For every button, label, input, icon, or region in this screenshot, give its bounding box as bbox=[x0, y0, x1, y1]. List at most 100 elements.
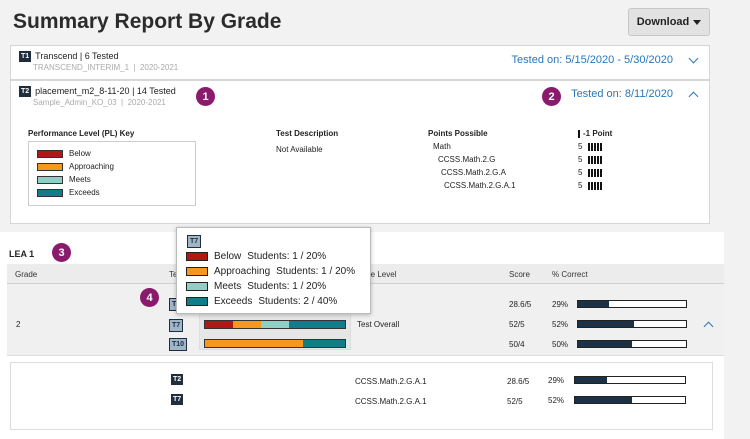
pl-item-below: Below bbox=[37, 149, 91, 158]
page-title: Summary Report By Grade bbox=[13, 10, 282, 33]
tooltip-level: Below bbox=[214, 251, 242, 262]
points-ticks bbox=[588, 156, 602, 164]
callout-2: 2 bbox=[542, 87, 561, 106]
pct-bar bbox=[577, 320, 687, 328]
pl-item-meets: Meets bbox=[37, 175, 91, 184]
header-test: Te bbox=[169, 270, 178, 279]
pct-value: 52% bbox=[552, 320, 569, 329]
test-badge-t10: T10 bbox=[169, 338, 188, 351]
header-level: re Level bbox=[368, 270, 397, 279]
test-row-t1[interactable]: T1 Transcend | 6 Tested TRANSCEND_INTERIM… bbox=[10, 45, 710, 80]
tooltip-level: Exceeds bbox=[214, 296, 253, 307]
pct-bar-fill bbox=[578, 321, 635, 327]
tooltip-level: Approaching bbox=[214, 266, 271, 277]
test-badge-t2: T2 bbox=[171, 374, 184, 385]
distribution-bar-t7[interactable] bbox=[204, 320, 346, 329]
test-year: 2020-2021 bbox=[127, 98, 166, 108]
tooltip-row-below: Below Students: 1 / 20% bbox=[186, 251, 326, 262]
lea-title: LEA 1 bbox=[9, 249, 35, 259]
points-item-label: Math bbox=[433, 142, 451, 151]
pl-label: Meets bbox=[69, 175, 91, 184]
pct-bar-fill bbox=[575, 397, 633, 403]
bar-exceeds bbox=[289, 321, 345, 328]
chevron-up-icon[interactable] bbox=[703, 321, 714, 332]
bar-meets bbox=[261, 321, 289, 328]
pct-bar bbox=[574, 376, 686, 384]
bar-approaching bbox=[233, 321, 261, 328]
caret-down-icon bbox=[693, 19, 702, 25]
test-code: TRANSCEND_INTERIM_1 bbox=[33, 63, 130, 73]
pl-label: Exceeds bbox=[69, 188, 100, 197]
bar-approaching bbox=[205, 340, 303, 347]
tested-on-date: Tested on: 5/15/2020 - 5/30/2020 bbox=[511, 54, 673, 66]
tooltip-students: Students: 1 / 20% bbox=[247, 281, 327, 292]
points-value: 5 bbox=[578, 168, 583, 177]
test-description-title: Test Description bbox=[276, 129, 339, 138]
score-value: 52/5 bbox=[509, 320, 525, 329]
point-tick-icon bbox=[578, 129, 580, 138]
pct-value: 50% bbox=[552, 340, 569, 349]
test-badge-t7: T7 bbox=[169, 319, 184, 332]
swatch bbox=[186, 252, 208, 261]
swatch bbox=[37, 149, 63, 158]
test-row-t2[interactable]: T2 placement_m2_8-11-20 | 14 Tested Sampl… bbox=[10, 80, 710, 113]
test-code: Sample_Admin_KO_03 bbox=[33, 98, 117, 108]
pl-item-approaching: Approaching bbox=[37, 162, 114, 171]
test-name: placement_m2_8-11-20 | 14 Tested bbox=[35, 86, 176, 96]
header-pct-correct: % Correct bbox=[552, 270, 588, 279]
pl-key-legend: Below Approaching Meets Exceeds bbox=[28, 141, 196, 206]
distribution-tooltip: T7 Below Students: 1 / 20% Approaching S… bbox=[176, 227, 371, 314]
test-description-value: Not Available bbox=[276, 145, 323, 154]
test-year: 2020-2021 bbox=[139, 63, 179, 73]
distribution-bar-t10[interactable] bbox=[204, 339, 346, 348]
score-value: 28.6/5 bbox=[507, 377, 530, 386]
pct-bar bbox=[577, 300, 687, 308]
points-value: 5 bbox=[578, 142, 583, 151]
tooltip-students: Students: 2 / 40% bbox=[258, 296, 338, 307]
tested-on-date: Tested on: 8/11/2020 bbox=[571, 88, 673, 100]
test-badge-t7: T7 bbox=[171, 394, 184, 405]
pl-key-title: Performance Level (PL) Key bbox=[28, 129, 135, 138]
test-overall-label: Test Overall bbox=[357, 320, 400, 329]
header-grade: Grade bbox=[15, 270, 38, 279]
swatch bbox=[186, 267, 208, 276]
swatch bbox=[37, 175, 63, 184]
pct-value: 29% bbox=[548, 376, 565, 385]
points-item-label: CCSS.Math.2.G.A bbox=[441, 168, 506, 177]
swatch bbox=[186, 282, 208, 291]
tooltip-badge-t7: T7 bbox=[187, 235, 202, 248]
pl-item-exceeds: Exceeds bbox=[37, 188, 100, 197]
standard-label: CCSS.Math.2.G.A.1 bbox=[355, 377, 427, 386]
pct-value: 29% bbox=[552, 300, 569, 309]
pct-value: 52% bbox=[548, 396, 565, 405]
download-label: Download bbox=[636, 16, 690, 28]
callout-1: 1 bbox=[196, 87, 215, 106]
points-ticks bbox=[588, 169, 602, 177]
test-badge-t1: T1 bbox=[19, 51, 32, 63]
pl-label: Approaching bbox=[69, 162, 114, 171]
tooltip-row-exceeds: Exceeds Students: 2 / 40% bbox=[186, 296, 337, 307]
test-badge-t2: T2 bbox=[19, 86, 32, 98]
callout-4: 4 bbox=[140, 288, 159, 307]
point-key-label: -1 Point bbox=[583, 129, 613, 138]
swatch bbox=[186, 297, 208, 306]
standards-subpanel: T2 T7 CCSS.Math.2.G.A.1 CCSS.Math.2.G.A.… bbox=[10, 362, 713, 430]
points-item-label: CCSS.Math.2.G bbox=[438, 155, 496, 164]
points-possible-title: Points Possible bbox=[428, 129, 488, 138]
score-value: 50/4 bbox=[509, 340, 525, 349]
tooltip-row-meets: Meets Students: 1 / 20% bbox=[186, 281, 326, 292]
points-value: 5 bbox=[578, 155, 583, 164]
pct-bar-fill bbox=[578, 341, 632, 347]
tooltip-level: Meets bbox=[214, 281, 242, 292]
tooltip-students: Students: 1 / 20% bbox=[247, 251, 327, 262]
point-key: -1 Point bbox=[578, 129, 612, 138]
tooltip-row-approaching: Approaching Students: 1 / 20% bbox=[186, 266, 355, 277]
pct-bar bbox=[577, 340, 687, 348]
download-button[interactable]: Download bbox=[628, 8, 710, 36]
bar-exceeds bbox=[303, 340, 345, 347]
pct-bar-fill bbox=[578, 301, 610, 307]
points-ticks bbox=[588, 182, 602, 190]
callout-3: 3 bbox=[52, 243, 71, 262]
points-value: 5 bbox=[578, 181, 583, 190]
grade-value: 2 bbox=[16, 320, 21, 329]
